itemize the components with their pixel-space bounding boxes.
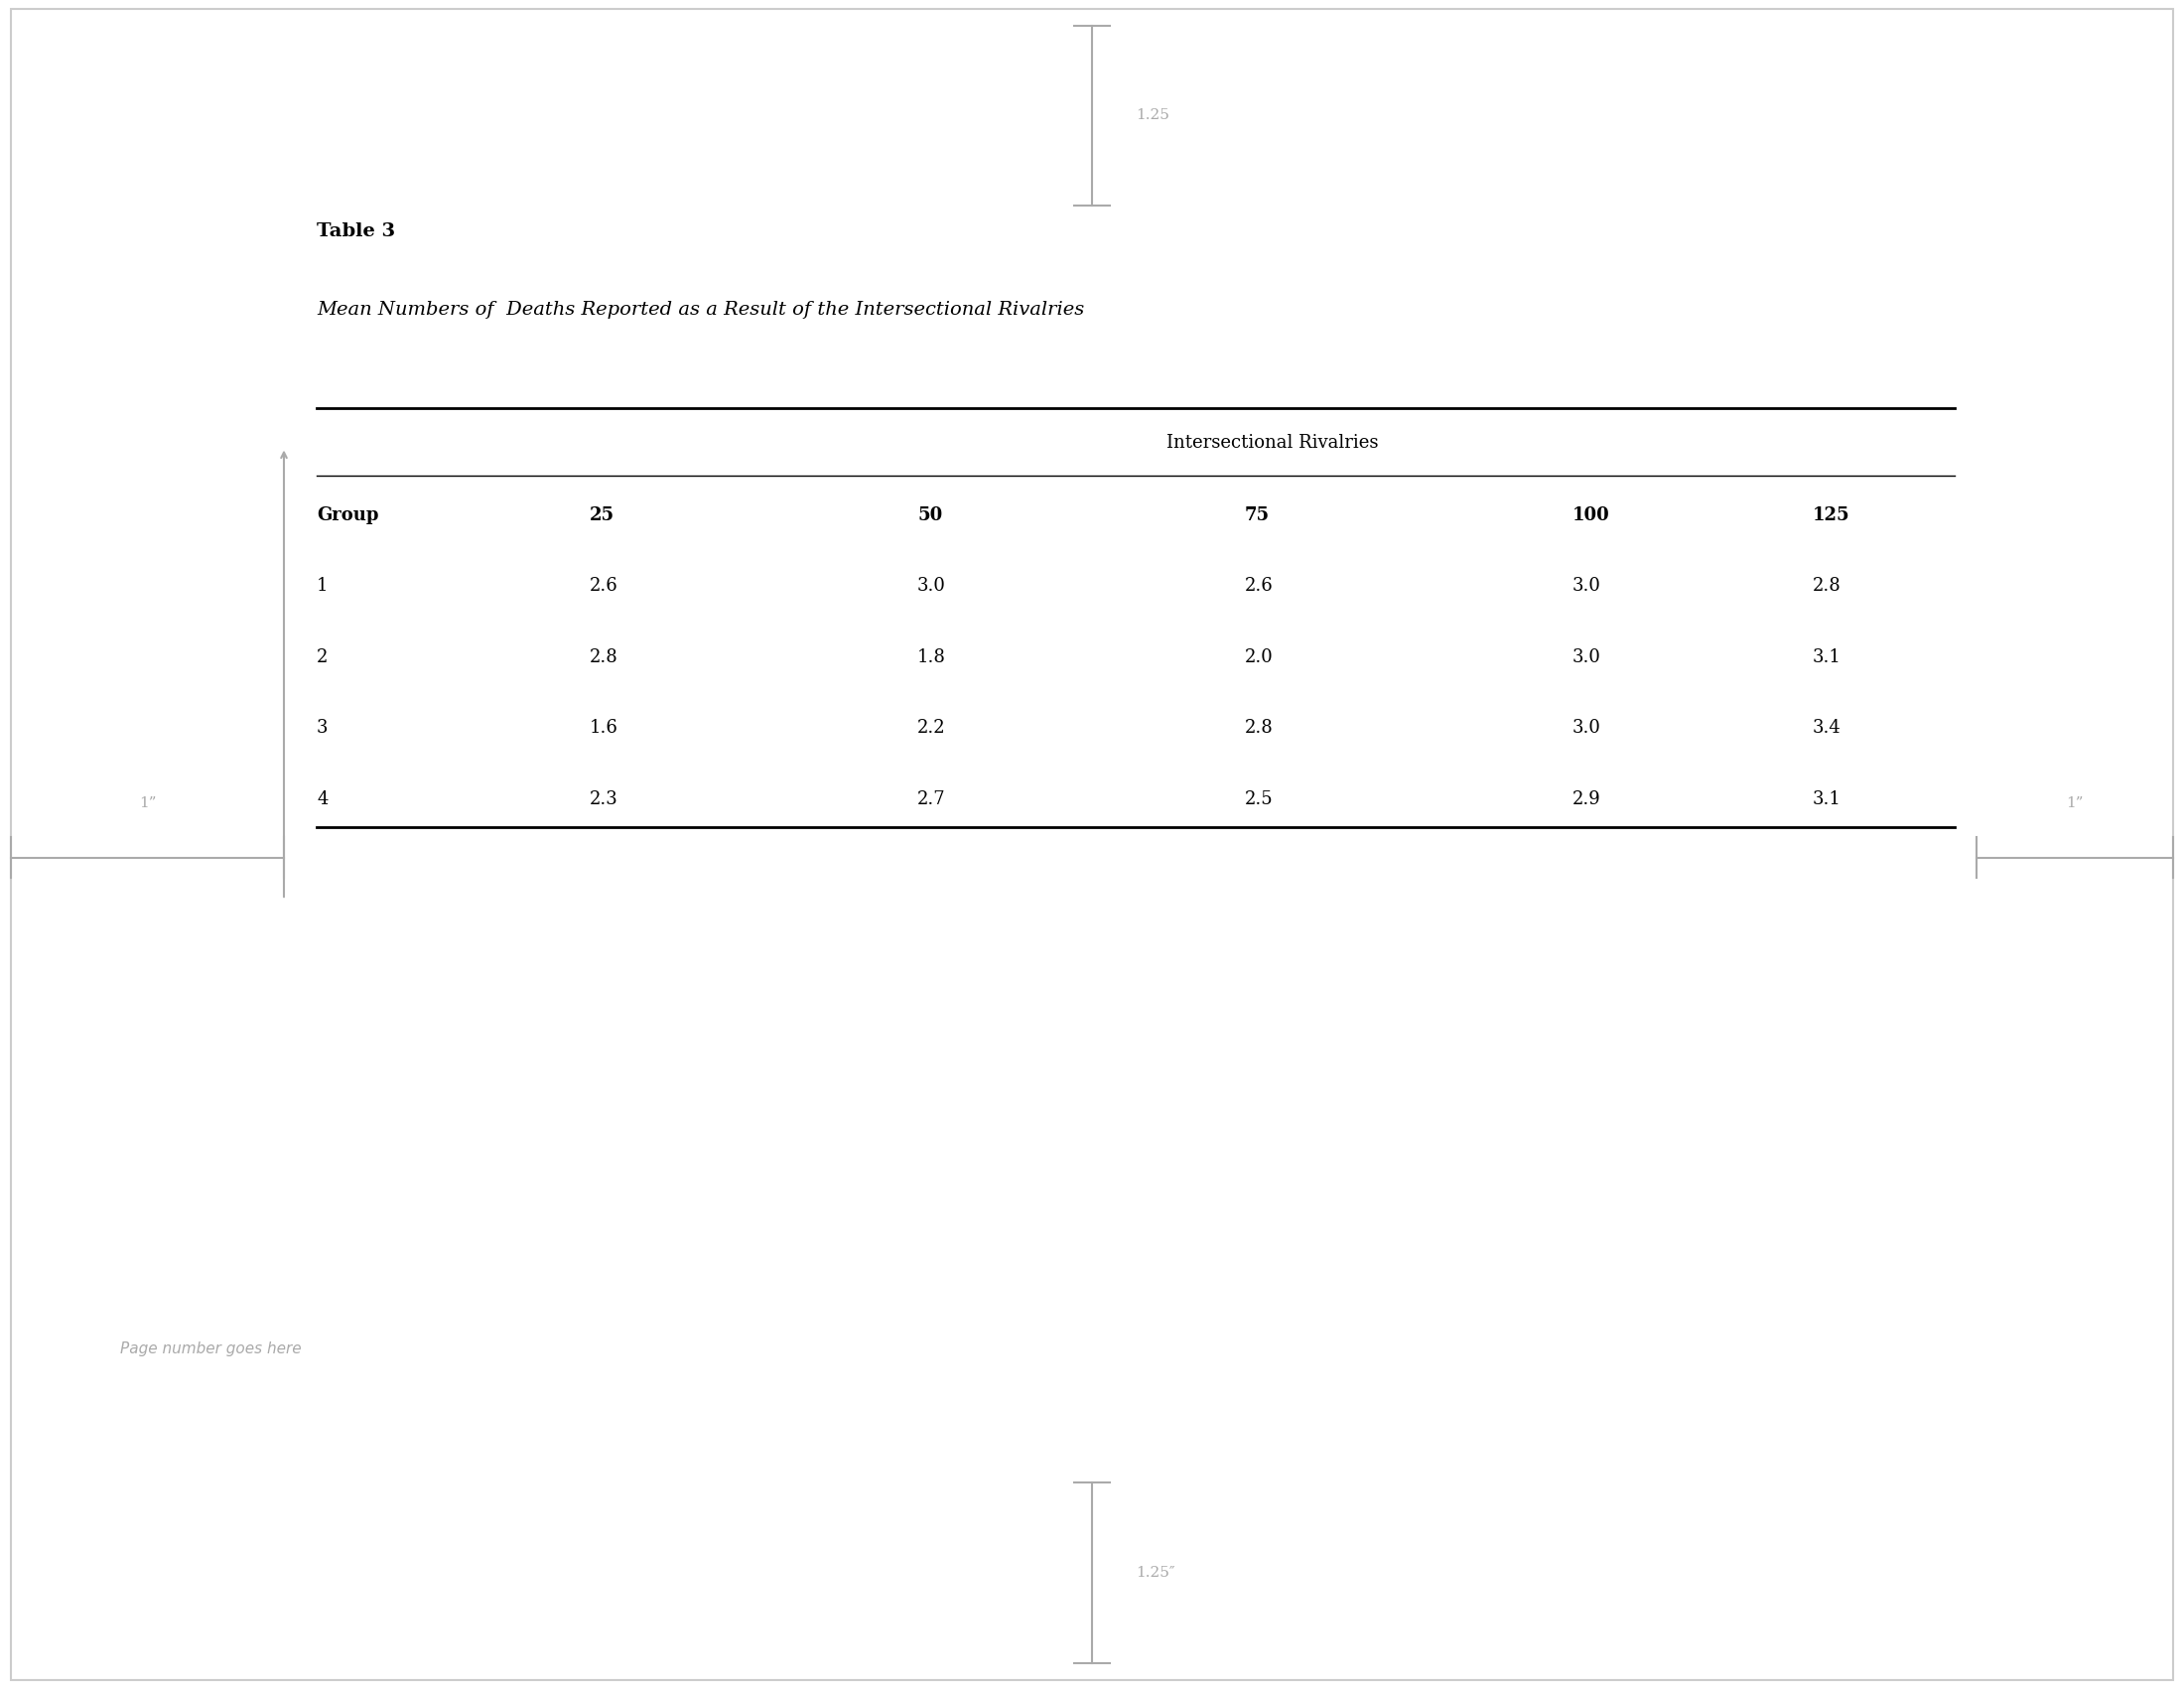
Text: 1.25: 1.25 <box>1136 108 1168 123</box>
Text: 3.1: 3.1 <box>1813 790 1841 809</box>
Text: 1.25″: 1.25″ <box>1136 1565 1175 1580</box>
Text: 3: 3 <box>317 719 328 738</box>
Text: 125: 125 <box>1813 506 1850 525</box>
Text: 2.9: 2.9 <box>1572 790 1601 809</box>
Text: 2.6: 2.6 <box>590 577 618 596</box>
Text: 2.0: 2.0 <box>1245 648 1273 667</box>
Text: 1”: 1” <box>140 797 155 810</box>
Text: 1”: 1” <box>2066 797 2084 810</box>
Text: 4: 4 <box>317 790 328 809</box>
Text: 2.8: 2.8 <box>1813 577 1841 596</box>
Text: 25: 25 <box>590 506 614 525</box>
Text: Group: Group <box>317 506 378 525</box>
Text: 100: 100 <box>1572 506 1610 525</box>
Text: 2.5: 2.5 <box>1245 790 1273 809</box>
Text: Intersectional Rivalries: Intersectional Rivalries <box>1166 434 1378 452</box>
Text: Mean Numbers of  Deaths Reported as a Result of the Intersectional Rivalries: Mean Numbers of Deaths Reported as a Res… <box>317 300 1083 319</box>
Text: 2: 2 <box>317 648 328 667</box>
Text: 1: 1 <box>317 577 328 596</box>
Text: 2.3: 2.3 <box>590 790 618 809</box>
Text: 3.1: 3.1 <box>1813 648 1841 667</box>
Text: 3.4: 3.4 <box>1813 719 1841 738</box>
Text: 3.0: 3.0 <box>1572 719 1601 738</box>
Text: 3.0: 3.0 <box>917 577 946 596</box>
Text: Page number goes here: Page number goes here <box>120 1342 301 1357</box>
Text: 2.8: 2.8 <box>1245 719 1273 738</box>
Text: Table 3: Table 3 <box>317 223 395 241</box>
Text: 2.7: 2.7 <box>917 790 946 809</box>
Text: 1.8: 1.8 <box>917 648 946 667</box>
Text: 75: 75 <box>1245 506 1269 525</box>
Text: 3.0: 3.0 <box>1572 577 1601 596</box>
Text: 1.6: 1.6 <box>590 719 618 738</box>
Text: 3.0: 3.0 <box>1572 648 1601 667</box>
Text: 2.6: 2.6 <box>1245 577 1273 596</box>
Text: 2.8: 2.8 <box>590 648 618 667</box>
Text: 2.2: 2.2 <box>917 719 946 738</box>
Text: 50: 50 <box>917 506 941 525</box>
